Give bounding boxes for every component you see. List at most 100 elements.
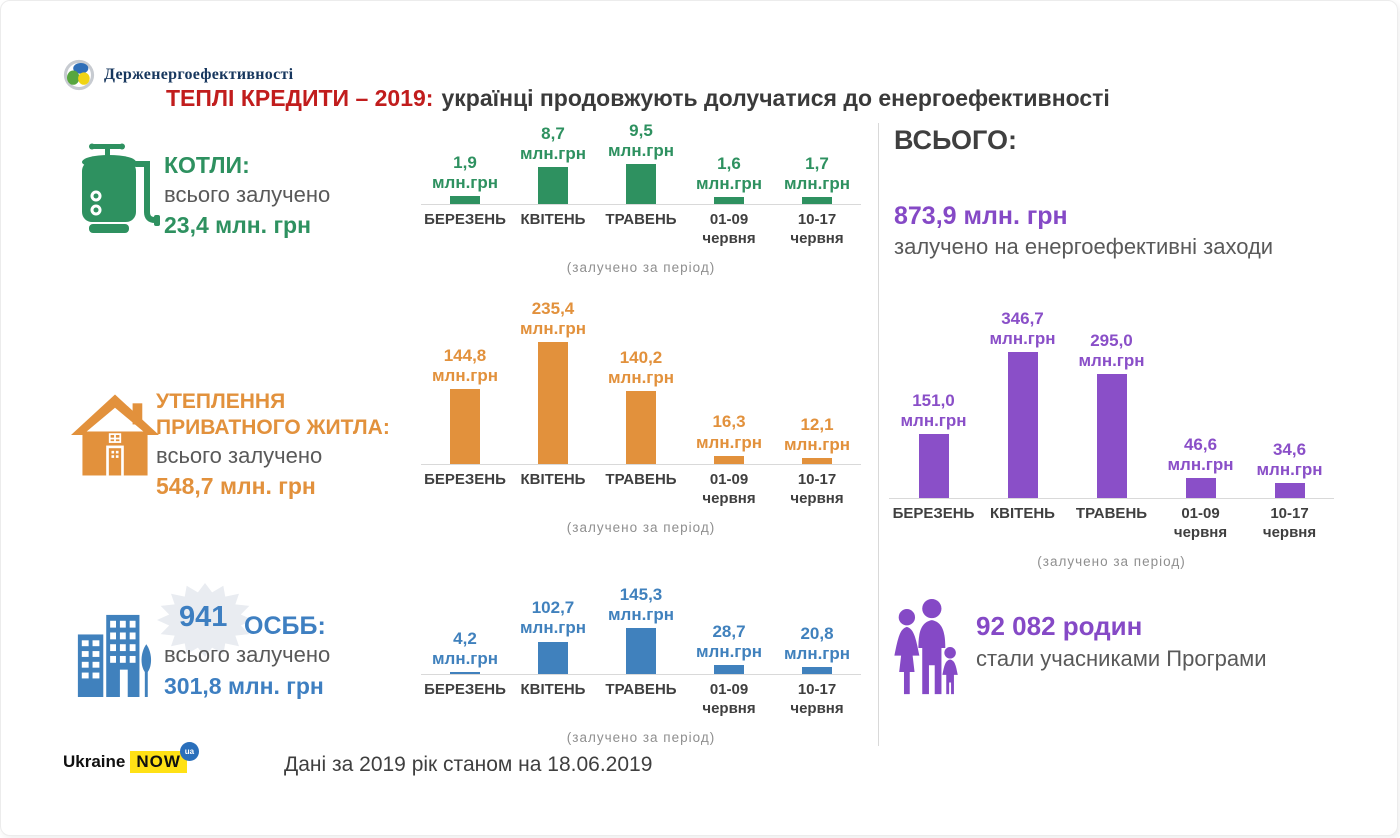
bar — [1185, 478, 1216, 498]
bar-value-label: 1,9 млн.грн — [431, 152, 499, 192]
bar — [714, 197, 744, 204]
family-icon — [894, 598, 958, 695]
bar-column: 235,4 млн.грн — [509, 299, 597, 464]
agency-logo-icon — [63, 59, 95, 91]
chart-caption: (залучено за період) — [566, 729, 716, 745]
plot-area: 1,9 млн.грн 8,7 млн.грн 9,5 млн.грн 1,6 млн… — [421, 114, 861, 205]
bar-column: 8,7 млн.грн — [509, 124, 597, 204]
bar-value-label: 1,6 млн.грн — [695, 154, 763, 194]
bar-value-label: 16,3 млн.грн — [695, 412, 763, 452]
bar-value-label: 235,4 млн.грн — [519, 298, 587, 338]
bar — [714, 455, 744, 464]
total-chart: 151,0 млн.грн 346,7 млн.грн 295,0 млн.грн 4… — [889, 298, 1334, 569]
bar-column: 1,7 млн.грн — [773, 154, 861, 204]
bar-value-label: 346,7 млн.грн — [989, 308, 1056, 348]
bar — [626, 391, 656, 464]
agency-logo: Держенергоефективності — [63, 59, 293, 91]
bar — [918, 434, 949, 498]
bar-value-label: 151,0 млн.грн — [900, 391, 967, 431]
bar — [450, 388, 480, 464]
boilers-subtitle: всього залучено — [164, 182, 331, 207]
bar-column: 28,7 млн.грн — [685, 622, 773, 674]
boilers-summary: КОТЛИ: всього залучено 23,4 млн. грн — [164, 150, 330, 240]
brand-ua-badge: ua — [179, 742, 199, 761]
house-icon — [71, 394, 159, 476]
starburst-badge — [157, 583, 253, 657]
bar-value-label: 144,8 млн.грн — [431, 345, 499, 385]
category-label: ТРАВЕНЬ — [605, 681, 677, 698]
bar-column: 12,1 млн.грн — [773, 415, 861, 464]
bar — [802, 457, 832, 464]
brand-now: NOW — [130, 751, 187, 773]
insulation-title-line1: УТЕПЛЕННЯ — [156, 390, 286, 413]
insulation-subtitle: всього залучено — [156, 443, 323, 468]
title-rest: українці продовжують долучатися до енерг… — [441, 85, 1110, 111]
bar-column: 34,6 млн.грн — [1245, 440, 1334, 498]
bar-value-label: 12,1 млн.грн — [783, 414, 851, 454]
bar-column: 140,2 млн.грн — [597, 348, 685, 464]
total-heading: ВСЬОГО: — [894, 125, 1017, 155]
families-caption: стали учасниками Програми — [976, 646, 1267, 671]
bar-column: 151,0 млн.грн — [889, 391, 978, 498]
bar-column: 9,5 млн.грн — [597, 121, 685, 204]
bar — [1007, 352, 1038, 498]
agency-name: Держенергоефективності — [104, 66, 294, 83]
bar-value-label: 20,8 млн.грн — [783, 624, 851, 664]
total-amount: 873,9 млн. грн — [894, 202, 1068, 230]
bar-value-label: 4,2 млн.грн — [431, 628, 499, 668]
bar-value-label: 102,7 млн.грн — [519, 598, 587, 638]
bar-column: 145,3 млн.грн — [597, 585, 685, 674]
category-label: 01-09 червня — [702, 681, 756, 717]
bar-column: 20,8 млн.грн — [773, 624, 861, 674]
bar-value-label: 140,2 млн.грн — [607, 348, 675, 388]
ukraine-now-logo: Ukraine NOW ua — [63, 742, 199, 773]
category-label: 10-17 червня — [790, 681, 844, 717]
osbb-total: 301,8 млн. грн — [164, 673, 324, 699]
vertical-divider — [878, 123, 879, 746]
category-label: 10-17 червня — [790, 471, 844, 507]
bar-value-label: 8,7 млн.грн — [519, 124, 587, 164]
bar-column: 1,6 млн.грн — [685, 154, 773, 204]
bar — [802, 196, 832, 204]
bar — [626, 628, 656, 674]
category-label: КВІТЕНЬ — [990, 505, 1055, 522]
category-label: 01-09 червня — [1173, 505, 1228, 541]
bar — [1096, 373, 1127, 498]
bar-value-label: 1,7 млн.грн — [783, 153, 851, 193]
category-label: ТРАВЕНЬ — [605, 471, 677, 488]
insulation-summary: УТЕПЛЕННЯ ПРИВАТНОГО ЖИТЛА: всього залуч… — [156, 389, 390, 501]
category-label: КВІТЕНЬ — [520, 471, 586, 488]
category-label: 01-09 червня — [702, 471, 756, 507]
category-axis: БЕРЕЗЕНЬ КВІТЕНЬ ТРАВЕНЬ 01-09 червня 10-17 … — [421, 675, 861, 719]
category-label: ТРАВЕНЬ — [1075, 505, 1148, 522]
bar-value-label: 295,0 млн.грн — [1078, 330, 1145, 370]
plot-area: 4,2 млн.грн 102,7 млн.грн 145,3 млн.грн 28,… — [421, 579, 861, 675]
chart-caption: (залучено за період) — [566, 259, 716, 275]
insulation-chart: 144,8 млн.грн 235,4 млн.грн 140,2 млн.грн 1… — [421, 289, 861, 535]
boilers-title: КОТЛИ: — [164, 152, 250, 178]
category-label: ТРАВЕНЬ — [605, 211, 677, 228]
bar-column: 102,7 млн.грн — [509, 598, 597, 674]
bar-column: 346,7 млн.грн — [978, 309, 1067, 498]
families-count: 92 082 родин — [976, 611, 1143, 641]
page-title: ТЕПЛІ КРЕДИТИ – 2019: українці продовжуют… — [166, 85, 1110, 112]
category-axis: БЕРЕЗЕНЬ КВІТЕНЬ ТРАВЕНЬ 01-09 червня 10-17 … — [889, 499, 1334, 543]
category-label: КВІТЕНЬ — [520, 681, 586, 698]
bar — [538, 641, 568, 674]
boilers-chart: 1,9 млн.грн 8,7 млн.грн 9,5 млн.грн 1,6 млн… — [421, 114, 861, 275]
total-amount-caption: залучено на енергоефективні заходи — [894, 234, 1274, 259]
bar-column: 295,0 млн.грн — [1067, 331, 1156, 498]
bar — [538, 342, 568, 464]
category-label: КВІТЕНЬ — [520, 211, 586, 228]
buildings-icon — [77, 614, 152, 697]
osbb-chart: 4,2 млн.грн 102,7 млн.грн 145,3 млн.грн 28,… — [421, 579, 861, 745]
bar-column: 4,2 млн.грн — [421, 629, 509, 674]
data-note: Дані за 2019 рік станом на 18.06.2019 — [284, 753, 653, 776]
category-label: 10-17 червня — [790, 211, 844, 247]
category-label: БЕРЕЗЕНЬ — [892, 505, 975, 522]
bar-value-label: 145,3 млн.грн — [607, 584, 675, 624]
osbb-title: ОСББ: — [244, 612, 326, 640]
bar — [538, 167, 568, 204]
bar-value-label: 28,7 млн.грн — [695, 621, 763, 661]
